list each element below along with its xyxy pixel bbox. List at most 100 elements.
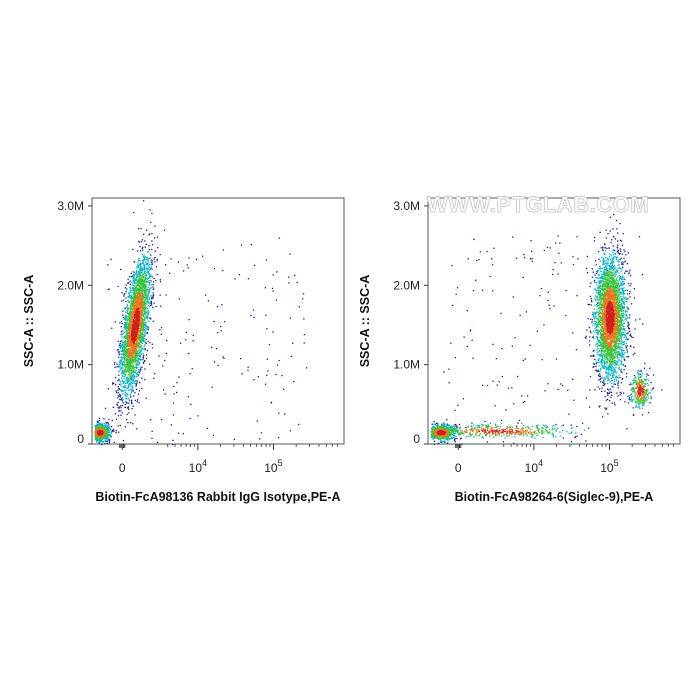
event-dot [144,255,146,258]
event-dot [629,399,631,401]
event-dot [106,440,108,442]
event-dot [142,298,144,300]
event-dot [586,255,588,258]
event-dot [108,442,110,444]
event-dot [135,296,138,298]
event-dot [138,300,140,302]
event-dot [594,274,596,276]
event-dot [155,266,158,268]
event-dot [131,374,133,377]
event-dot [634,352,636,354]
event-dot [192,334,194,337]
event-dot [131,303,133,306]
event-dot [127,338,129,340]
event-dot [621,377,624,380]
event-dot [144,302,147,304]
event-dot [173,385,175,388]
event-dot [139,307,141,310]
event-dot [130,340,133,342]
event-dot [145,278,147,280]
event-dot [124,318,126,320]
event-dot [638,236,641,238]
event-dot [454,435,456,437]
event-dot [132,405,134,407]
event-dot [130,379,133,381]
event-dot [116,363,118,365]
event-dot [131,368,133,370]
event-dot [121,344,123,346]
event-dot [129,328,131,330]
event-dot [624,272,626,274]
event-dot [557,235,559,237]
event-dot [139,372,141,374]
event-dot [127,350,129,352]
event-dot [134,294,137,296]
event-dot [146,298,148,300]
event-dot [99,439,101,441]
event-dot [616,228,618,230]
event-dot [137,345,139,347]
event-dot [111,429,114,432]
event-dot [626,351,628,353]
event-dot [119,424,121,426]
event-dot [149,276,151,278]
event-dot [204,294,207,296]
event-dot [146,317,149,319]
event-dot [138,319,140,321]
event-dot [129,347,132,349]
event-dot [128,282,130,284]
event-dot [118,364,121,366]
event-dot [441,441,443,443]
event-dot [630,335,632,337]
event-dot [149,342,151,344]
event-dot [126,323,128,326]
event-dot [629,291,631,293]
event-dot [107,288,109,291]
event-dot [136,279,138,281]
event-dot [619,391,621,393]
event-dot [106,427,108,429]
event-dot [136,295,138,297]
event-dot [129,379,131,381]
event-dot [108,288,110,290]
event-dot [149,257,152,259]
event-dot [146,332,149,334]
event-dot [146,267,148,269]
event-dot [623,296,625,298]
event-dot [650,381,652,384]
event-dot [136,344,138,346]
event-dot [142,269,144,271]
event-dot [627,324,629,326]
event-dot [625,342,627,345]
event-dot [134,371,136,373]
event-dot [144,379,146,381]
event-dot [137,355,139,357]
event-dot [126,402,128,404]
event-dot [122,385,124,388]
event-dot [129,314,131,316]
event-dot [622,263,624,265]
event-dot [122,439,124,442]
event-dot [619,239,622,241]
event-dot [521,422,523,424]
event-dot [522,359,524,362]
event-dot [106,428,108,430]
event-dot [103,424,106,426]
event-dot [132,297,134,299]
event-dot [610,241,612,244]
event-dot [137,331,139,333]
event-dot [100,426,102,428]
event-dot [124,387,126,389]
event-dot [107,429,109,431]
event-dot [144,347,146,350]
y-tick-label: 3.0M [57,199,84,213]
event-dot [650,397,652,399]
event-dot [281,374,283,377]
event-dot [622,364,624,366]
event-dot [133,356,136,359]
event-dot [143,280,145,282]
event-dot [122,314,124,316]
event-dot [143,281,145,283]
event-dot [596,361,598,363]
event-dot [628,317,630,319]
